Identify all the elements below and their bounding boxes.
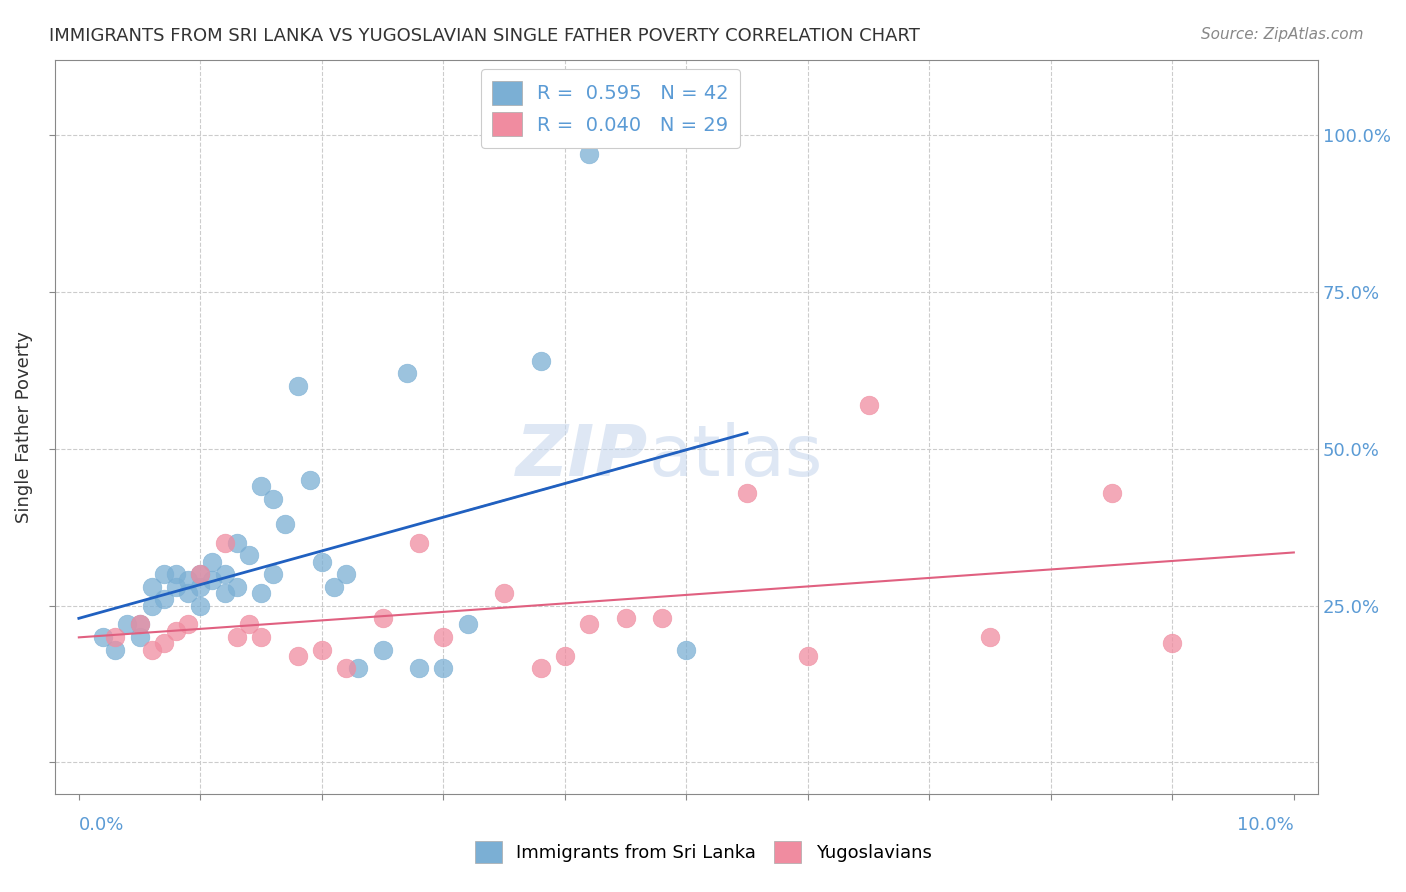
Point [128, 617, 150, 632]
Point [165, 580, 187, 594]
Point [117, 617, 139, 632]
Point [165, 567, 187, 582]
Point [188, 580, 211, 594]
Point [214, 586, 236, 600]
Text: 0.0%: 0.0% [79, 816, 124, 834]
Point [347, 661, 370, 675]
Point [651, 611, 673, 625]
Point [188, 567, 211, 582]
Text: atlas: atlas [648, 422, 823, 491]
Point [225, 630, 247, 644]
Point [578, 617, 600, 632]
Point [298, 473, 321, 487]
Point [153, 567, 176, 582]
Point [311, 555, 333, 569]
Point [323, 580, 346, 594]
Point [797, 648, 820, 663]
Legend: Immigrants from Sri Lanka, Yugoslavians: Immigrants from Sri Lanka, Yugoslavians [464, 830, 942, 874]
Point [128, 630, 150, 644]
Text: IMMIGRANTS FROM SRI LANKA VS YUGOSLAVIAN SINGLE FATHER POVERTY CORRELATION CHART: IMMIGRANTS FROM SRI LANKA VS YUGOSLAVIAN… [49, 27, 920, 45]
Point [238, 549, 260, 563]
Point [177, 586, 200, 600]
Point [238, 617, 260, 632]
Point [1161, 636, 1184, 650]
Point [91, 630, 114, 644]
Point [141, 642, 163, 657]
Point [250, 479, 273, 493]
Point [614, 611, 637, 625]
Point [188, 599, 211, 613]
Point [104, 630, 127, 644]
Text: 10.0%: 10.0% [1237, 816, 1294, 834]
Point [214, 567, 236, 582]
Point [141, 580, 163, 594]
Point [432, 630, 454, 644]
Point [432, 661, 454, 675]
Point [529, 354, 551, 368]
Point [457, 617, 479, 632]
Point [262, 491, 284, 506]
Point [287, 648, 309, 663]
Point [250, 586, 273, 600]
Point [858, 398, 880, 412]
Point [675, 642, 697, 657]
Point [225, 580, 247, 594]
Point [165, 624, 187, 638]
Point [274, 516, 297, 531]
Point [201, 574, 224, 588]
Point [311, 642, 333, 657]
Point [177, 617, 200, 632]
Point [578, 146, 600, 161]
Point [141, 599, 163, 613]
Point [979, 630, 1001, 644]
Point [408, 536, 430, 550]
Point [153, 592, 176, 607]
Point [1101, 485, 1123, 500]
Point [371, 611, 394, 625]
Point [494, 586, 516, 600]
Point [408, 661, 430, 675]
Point [128, 617, 150, 632]
Point [735, 485, 758, 500]
Y-axis label: Single Father Poverty: Single Father Poverty [15, 331, 32, 523]
Point [395, 367, 418, 381]
Point [225, 536, 247, 550]
Point [214, 536, 236, 550]
Text: ZIP: ZIP [516, 422, 648, 491]
Point [188, 567, 211, 582]
Point [201, 555, 224, 569]
Text: Source: ZipAtlas.com: Source: ZipAtlas.com [1201, 27, 1364, 42]
Legend: R =  0.595   N = 42, R =  0.040   N = 29: R = 0.595 N = 42, R = 0.040 N = 29 [481, 70, 741, 148]
Point [335, 567, 357, 582]
Point [262, 567, 284, 582]
Point [104, 642, 127, 657]
Point [554, 648, 576, 663]
Point [335, 661, 357, 675]
Point [177, 574, 200, 588]
Point [153, 636, 176, 650]
Point [529, 661, 551, 675]
Point [287, 379, 309, 393]
Point [250, 630, 273, 644]
Point [371, 642, 394, 657]
